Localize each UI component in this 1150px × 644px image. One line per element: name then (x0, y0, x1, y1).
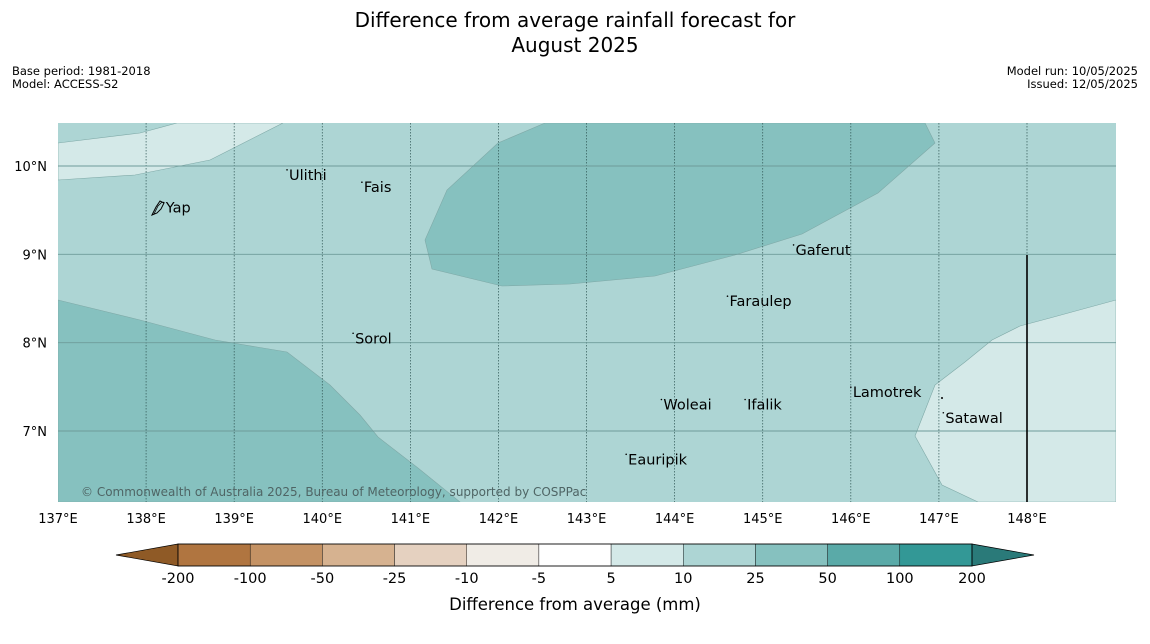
model-run: Model run: 10/05/2025 (1006, 64, 1138, 78)
colorbar-segment (394, 543, 467, 567)
colorbar-tick-label: -5 (532, 571, 546, 587)
place-marker (792, 244, 795, 246)
place-name: Ulithi (289, 168, 327, 184)
colorbar-tick-label: 5 (606, 571, 615, 587)
lon-tick-label: 145°E (743, 512, 783, 527)
colorbar-segment (322, 543, 395, 567)
colorbar-extend-high (971, 543, 1035, 567)
place-marker (942, 411, 945, 414)
place-marker (361, 181, 363, 183)
place-marker (726, 295, 729, 297)
place-fais: Fais (361, 180, 391, 196)
colorbar-segment (827, 543, 901, 567)
colorbar-tick-label: 25 (746, 571, 764, 587)
place-ulithi: Ulithi (286, 168, 327, 184)
lon-tick-label: 148°E (1007, 512, 1047, 527)
colorbar-tick-label: 50 (818, 571, 836, 587)
meta-left: Base period: 1981-2018 Model: ACCESS-S2 (12, 65, 151, 91)
colorbar (115, 543, 1035, 567)
lon-tick-label: 140°E (303, 512, 343, 527)
lon-tick-label: 146°E (831, 512, 871, 527)
place-name: Faraulep (729, 294, 791, 310)
place-name: Woleai (663, 398, 711, 414)
colorbar-segment (899, 543, 973, 567)
lamotrek-dot (941, 397, 943, 399)
place-faraulep: Faraulep (726, 294, 792, 310)
model-name: Model: ACCESS-S2 (12, 77, 119, 91)
place-yap: Yap (162, 201, 191, 217)
colorbar-segment (755, 543, 828, 567)
lon-tick-label: 137°E (38, 512, 78, 527)
colorbar-tick-label: 100 (886, 571, 914, 587)
issued-date: Issued: 12/05/2025 (1027, 77, 1138, 91)
colorbar-segment (538, 543, 612, 567)
place-satawal: Satawal (942, 411, 1003, 427)
lat-tick-label: 7°N (23, 425, 48, 440)
place-marker (660, 398, 663, 401)
region-25-to-50-central (424, 123, 936, 287)
colorbar-tick-labels: -200 -100 -50 -25 -10 -5 5 10 25 50 100 200 (162, 571, 986, 587)
colorbar-tick-label: 10 (674, 571, 692, 587)
colorbar-segment (466, 543, 540, 567)
colorbar-frame (177, 543, 973, 567)
title-line-2: August 2025 (511, 33, 639, 57)
lon-tick-label: 141°E (391, 512, 431, 527)
colorbar-segment (177, 543, 251, 567)
region-5-to-10-southeast (914, 299, 1116, 502)
lat-tick-label: 10°N (14, 160, 47, 175)
colorbar-extend-low (115, 543, 179, 567)
colorbar-tick-label: -25 (383, 571, 407, 587)
place-lamotrek: Lamotrek (850, 385, 922, 401)
colorbar-tick-label: -200 (162, 571, 195, 587)
place-name: Fais (364, 180, 391, 196)
lat-tick-label: 9°N (23, 248, 48, 263)
place-name: Sorol (355, 331, 392, 347)
place-marker (286, 169, 288, 171)
place-marker (352, 332, 354, 335)
place-sorol: Sorol (352, 331, 392, 347)
lat-tick-label: 8°N (23, 337, 48, 352)
base-period: Base period: 1981-2018 (12, 64, 151, 78)
colorbar-tick-label: 200 (958, 571, 986, 587)
place-name: Yap (165, 201, 191, 217)
place-marker (744, 398, 746, 401)
place-name: Satawal (945, 411, 1002, 427)
region-25-to-50-southwest (58, 299, 461, 502)
place-labels: Yap Ulithi Fais Gaferut Faraulep Sorol Woleai I… (162, 168, 1003, 468)
colorbar-segment (249, 543, 323, 567)
place-name: Lamotrek (853, 385, 922, 401)
meta-right: Model run: 10/05/2025 Issued: 12/05/2025 (1007, 65, 1138, 91)
place-gaferut: Gaferut (792, 243, 851, 259)
map-panel: Yap Ulithi Fais Gaferut Faraulep Sorol Woleai I… (58, 123, 1116, 502)
place-woleai: Woleai (660, 398, 712, 414)
place-name: Eauripik (628, 452, 687, 468)
colorbar-segment (683, 543, 756, 567)
colorbar-label: Difference from average (mm) (449, 595, 701, 614)
colorbar-tick-label: -10 (455, 571, 479, 587)
colorbar-segment (610, 543, 684, 567)
lon-tick-label: 139°E (214, 512, 254, 527)
place-name: Ifalik (747, 398, 782, 414)
lon-tick-label: 147°E (919, 512, 959, 527)
map-title: Difference from average rainfall forecas… (0, 8, 1150, 58)
place-marker (625, 453, 627, 456)
colorbar-tick-label: -50 (311, 571, 335, 587)
place-ifalik: Ifalik (744, 398, 782, 414)
place-marker (162, 201, 165, 204)
lon-tick-label: 138°E (126, 512, 166, 527)
map-gridlines (58, 123, 1116, 502)
axis-labels: 137°E 138°E 139°E 140°E 141°E 142°E 143°E 144°E… (14, 160, 1047, 527)
colorbar-tick-label: -100 (234, 571, 267, 587)
lon-tick-label: 144°E (655, 512, 695, 527)
lon-tick-label: 143°E (567, 512, 607, 527)
place-name: Gaferut (796, 243, 851, 259)
title-line-1: Difference from average rainfall forecas… (354, 8, 796, 32)
place-eauripik: Eauripik (625, 452, 688, 468)
place-marker (850, 386, 852, 388)
map-attribution: © Commonwealth of Australia 2025, Bureau… (81, 485, 586, 499)
lon-tick-label: 142°E (479, 512, 519, 527)
